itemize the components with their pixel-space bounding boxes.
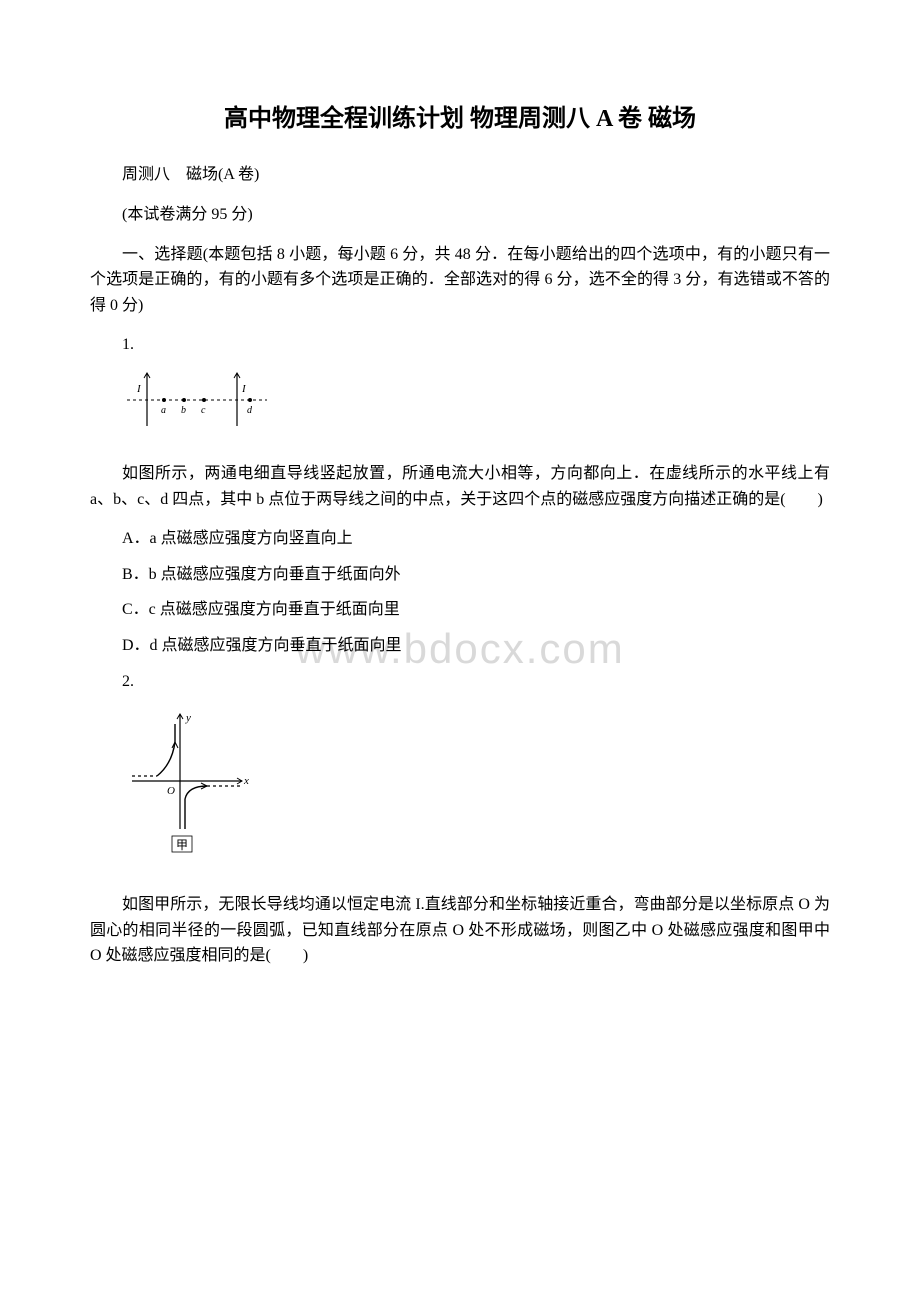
q2-diagram: y x O 甲 xyxy=(122,704,830,864)
q1-number: 1. xyxy=(90,332,830,358)
svg-text:d: d xyxy=(247,405,253,416)
score-info: (本试卷满分 95 分) xyxy=(90,202,830,228)
section-instructions: 一、选择题(本题包括 8 小题，每小题 6 分，共 48 分．在每小题给出的四个… xyxy=(90,242,830,319)
document-content: 高中物理全程训练计划 物理周测八 A 卷 磁场 周测八 磁场(A 卷) (本试卷… xyxy=(90,100,830,969)
q2-text: 如图甲所示，无限长导线均通以恒定电流 I.直线部分和坐标轴接近重合，弯曲部分是以… xyxy=(90,892,830,969)
test-subtitle: 周测八 磁场(A 卷) xyxy=(90,162,830,188)
svg-text:b: b xyxy=(181,405,186,416)
q1-option-b: B．b 点磁感应强度方向垂直于纸面向外 xyxy=(90,562,830,588)
q1-option-a: A．a 点磁感应强度方向竖直向上 xyxy=(90,526,830,552)
svg-text:I: I xyxy=(136,383,142,395)
svg-text:c: c xyxy=(201,405,206,416)
svg-text:y: y xyxy=(185,712,191,724)
svg-text:I: I xyxy=(241,383,247,395)
q1-text: 如图所示，两通电细直导线竖起放置，所通电流大小相等，方向都向上．在虚线所示的水平… xyxy=(90,461,830,512)
svg-text:x: x xyxy=(243,775,249,787)
q1-option-d: D．d 点磁感应强度方向垂直于纸面向里 xyxy=(90,633,830,659)
q1-option-c: C．c 点磁感应强度方向垂直于纸面向里 xyxy=(90,597,830,623)
svg-text:甲: 甲 xyxy=(176,838,188,852)
svg-text:a: a xyxy=(161,405,166,416)
svg-text:O: O xyxy=(167,785,175,797)
document-title: 高中物理全程训练计划 物理周测八 A 卷 磁场 xyxy=(90,100,830,138)
q2-number: 2. xyxy=(90,669,830,695)
q1-diagram: I I a b c d xyxy=(122,368,830,433)
